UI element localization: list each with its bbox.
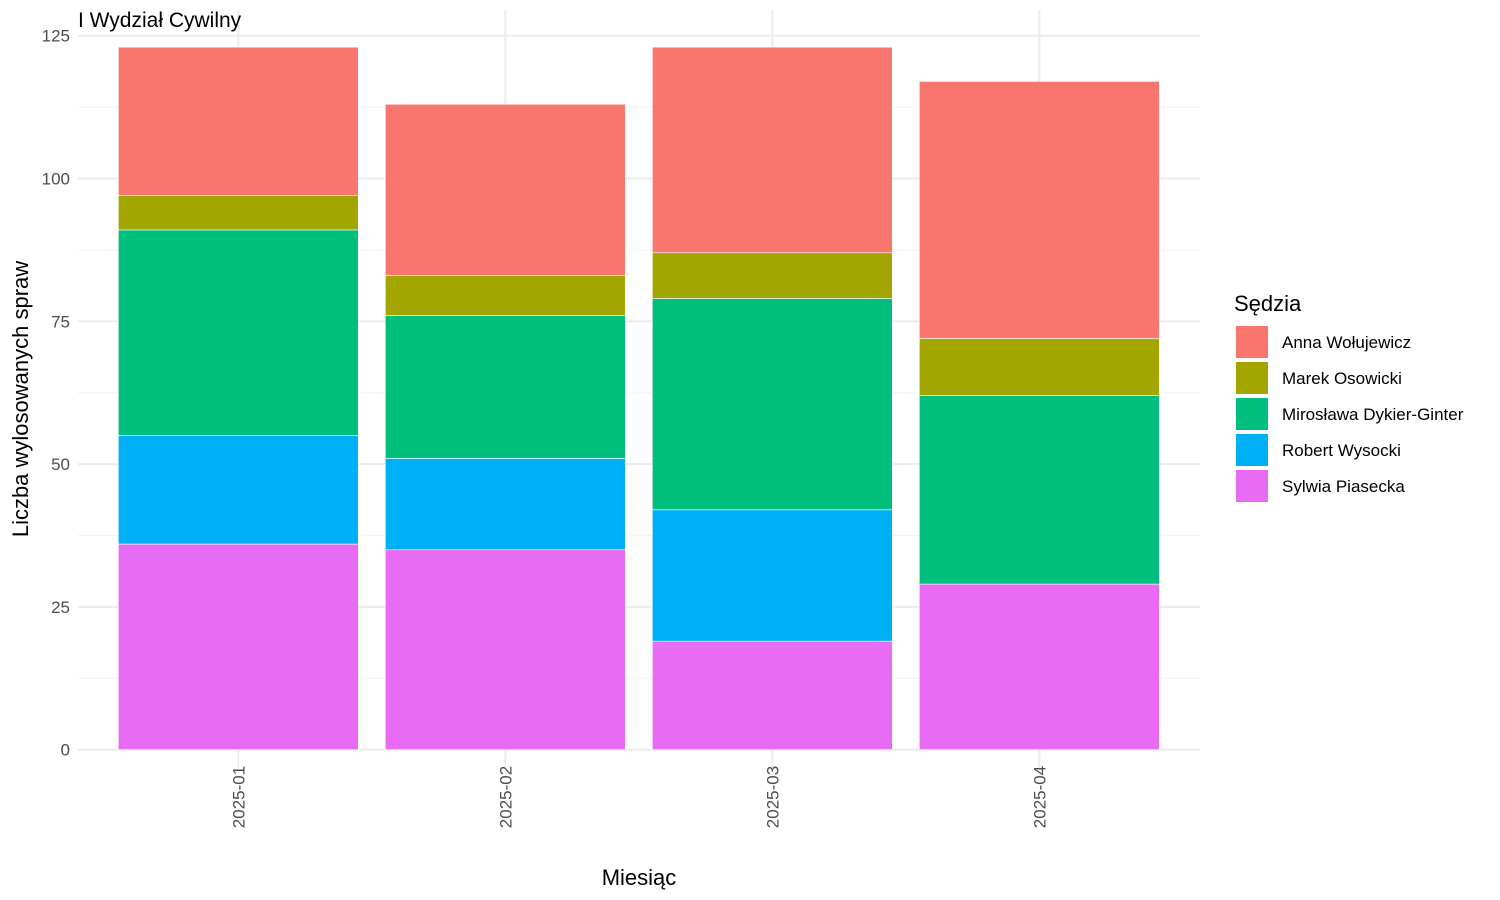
chart-title: I Wydział Cywilny: [78, 9, 242, 32]
y-axis-ticks: 0 25 50 75 100 125: [42, 27, 70, 760]
bar-segment: [118, 195, 359, 231]
y-tick-label: 0: [61, 741, 70, 760]
x-tick-label: 2025-01: [229, 766, 248, 828]
bar-segment: [918, 583, 1160, 750]
legend-key: [1236, 470, 1268, 502]
bar-segment: [384, 458, 626, 551]
x-axis-ticks: 2025-01 2025-02 2025-03 2025-04: [229, 766, 1049, 828]
bar-segment: [651, 298, 893, 511]
bar-segment: [118, 435, 359, 545]
bar-segment: [918, 395, 1160, 585]
bar-segment: [651, 509, 893, 642]
legend-title: Sędzia: [1234, 291, 1302, 316]
x-tick-label: 2025-02: [496, 766, 515, 828]
bar-segment: [384, 103, 626, 276]
legend-key: [1236, 398, 1268, 430]
legend-label: Robert Wysocki: [1282, 441, 1401, 460]
bar-segment: [918, 81, 1160, 339]
x-tick-label: 2025-04: [1030, 766, 1049, 828]
legend-key: [1236, 434, 1268, 466]
legend-key: [1236, 326, 1268, 358]
legend-label: Anna Wołujewicz: [1282, 333, 1411, 352]
bar-segment: [118, 229, 359, 436]
y-tick-label: 100: [42, 170, 70, 189]
legend-key: [1236, 362, 1268, 394]
legend-label: Mirosława Dykier-Ginter: [1282, 405, 1464, 424]
bar-segment: [118, 46, 359, 196]
legend-label: Sylwia Piasecka: [1282, 477, 1405, 496]
y-tick-label: 75: [51, 312, 70, 331]
bar-segment: [384, 315, 626, 459]
y-tick-label: 125: [42, 27, 70, 46]
bar-segment: [651, 252, 893, 299]
bars: [118, 46, 1160, 751]
bar-segment: [384, 549, 626, 751]
y-tick-label: 50: [51, 455, 70, 474]
bar-segment: [118, 543, 359, 750]
legend-label: Marek Osowicki: [1282, 369, 1402, 388]
y-axis-title: Liczba wylosowanych spraw: [8, 261, 33, 537]
bar-segment: [384, 275, 626, 316]
bar-segment: [918, 338, 1160, 396]
y-tick-label: 25: [51, 598, 70, 617]
x-tick-label: 2025-03: [763, 766, 782, 828]
legend: Sędzia Anna Wołujewicz Marek Osowicki Miro…: [1234, 291, 1464, 502]
bar-segment: [651, 46, 893, 254]
x-axis-title: Miesiąc: [602, 865, 677, 890]
bar-segment: [651, 640, 893, 750]
